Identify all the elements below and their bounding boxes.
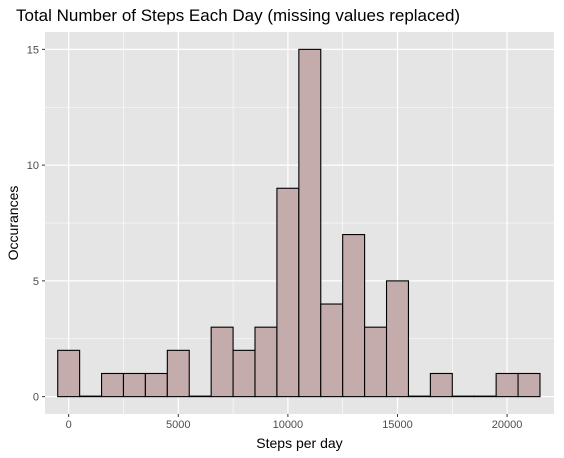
histogram-bar (429, 372, 453, 398)
x-tick-label: 20000 (492, 419, 523, 431)
y-tick-label: 5 (33, 276, 39, 288)
histogram-bar (517, 372, 541, 398)
x-tick-label: 15000 (382, 419, 413, 431)
y-axis-ticks: 0 5 10 15 (27, 44, 45, 404)
histogram-bar (188, 395, 212, 398)
histogram-bar (473, 395, 497, 398)
histogram-bars (57, 48, 541, 398)
histogram-bar (166, 349, 190, 398)
histogram-bar (57, 349, 81, 398)
y-tick-label: 15 (27, 44, 39, 56)
histogram-bar (210, 326, 234, 398)
y-tick-label: 10 (27, 160, 39, 172)
histogram-bar (232, 349, 256, 398)
chart-title: Total Number of Steps Each Day (missing … (16, 6, 460, 25)
histogram-bar (407, 395, 431, 398)
x-tick-label: 5000 (166, 419, 190, 431)
histogram-bar (101, 372, 125, 398)
histogram-bar (276, 187, 300, 398)
histogram-bar (385, 280, 409, 398)
histogram-bar (254, 326, 278, 398)
histogram-bar (342, 234, 366, 398)
histogram-bar (320, 303, 344, 398)
x-axis-title: Steps per day (256, 435, 342, 451)
histogram-bar (495, 372, 519, 398)
histogram-bar (364, 326, 388, 398)
histogram-bar (451, 395, 475, 398)
histogram-bar (298, 48, 322, 398)
x-tick-label: 0 (66, 419, 72, 431)
histogram-bar (79, 395, 103, 398)
histogram-bar (144, 372, 168, 398)
x-axis-ticks: 0 5000 10000 15000 20000 (66, 414, 523, 431)
y-axis-title: Occurances (5, 186, 21, 261)
histogram-bar (122, 372, 146, 398)
x-tick-label: 10000 (273, 419, 304, 431)
y-tick-label: 0 (33, 392, 39, 404)
